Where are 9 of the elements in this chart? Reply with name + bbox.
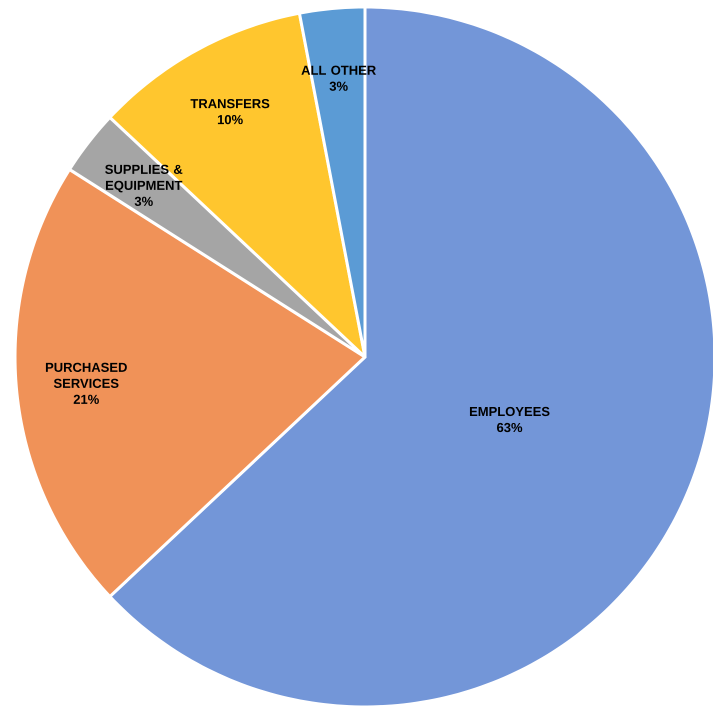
data-label: 3% [330, 82, 348, 91]
slice-label: TRANSFERS [190, 99, 270, 108]
slice-label: SUPPLIES & EQUIPMENT [105, 164, 182, 192]
data-label: 63% [497, 422, 522, 432]
slice-label: EMPLOYEES [470, 406, 550, 416]
data-label: 3% [134, 196, 153, 206]
data-label: 10% [218, 115, 243, 124]
slice-label: PURCHASED SERVICES [46, 362, 127, 388]
data-label: 21% [74, 394, 99, 404]
